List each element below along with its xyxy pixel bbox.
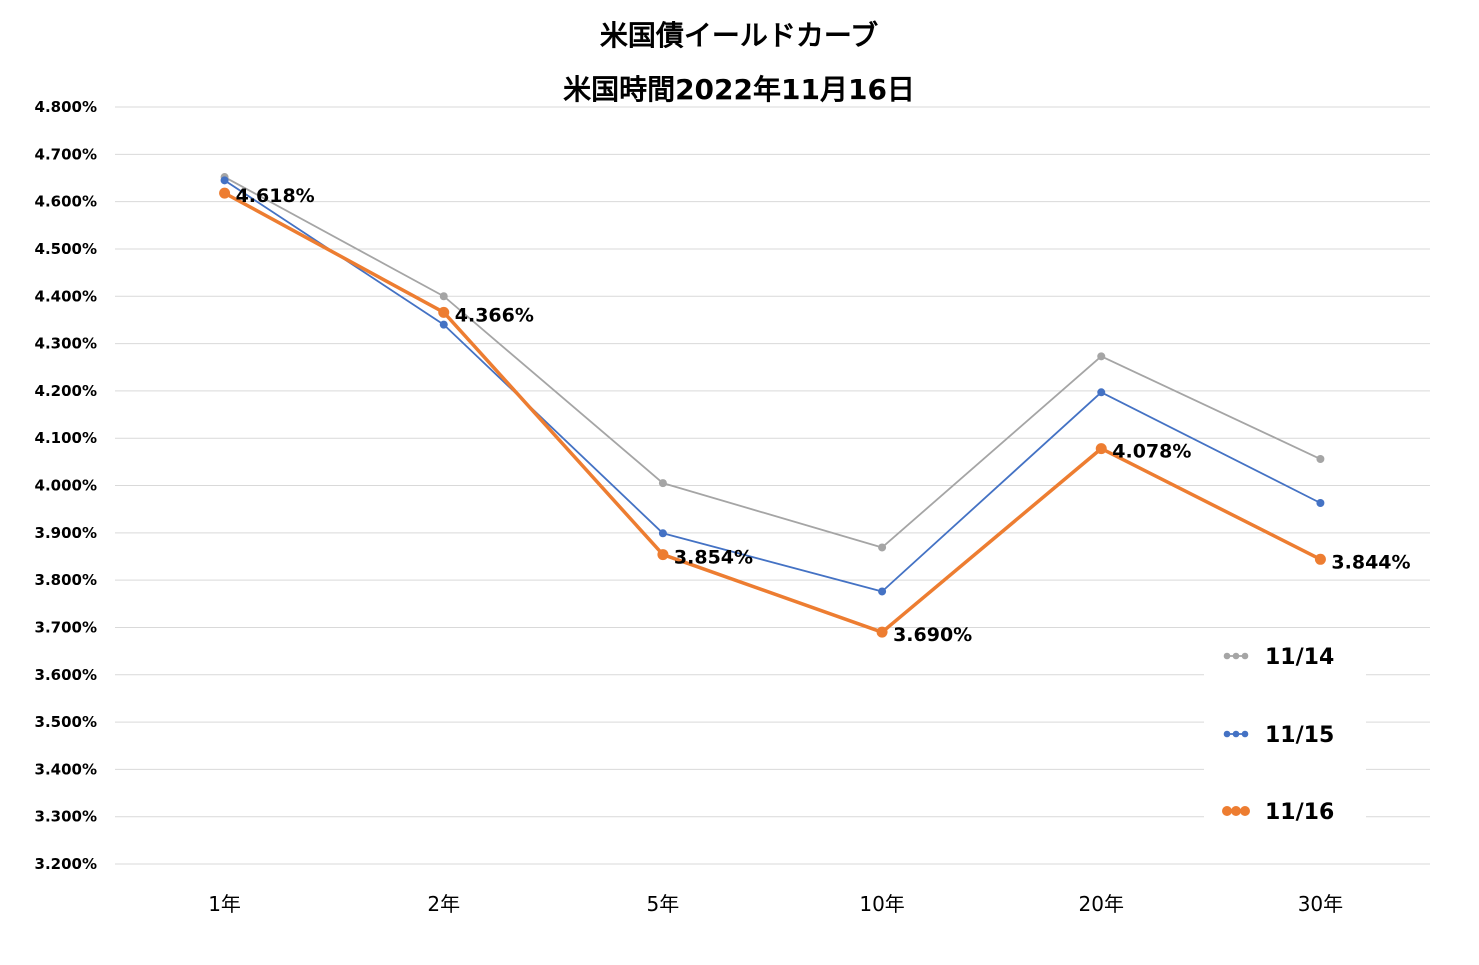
legend-marker-icon [1232,652,1240,660]
x-tick-label: 2年 [427,892,460,916]
y-tick-label: 4.200% [35,382,97,400]
x-tick-label: 5年 [647,892,680,916]
y-tick-label: 4.700% [35,145,97,163]
y-tick-label: 3.400% [35,760,97,778]
x-tick-label: 1年 [208,892,241,916]
data-point [878,587,887,596]
x-axis-ticks: 1年 2年 5年 10年 20年 30年 [208,892,1343,916]
legend: 11/14 11/15 11/16 [1204,628,1366,843]
legend-item: 11/15 [1223,723,1334,748]
gridlines [115,106,1430,865]
data-point [219,187,231,199]
chart-subtitle: 米国時間2022年11月16日 [563,73,915,106]
x-tick-label: 30年 [1298,892,1343,916]
data-label: 3.690% [893,624,972,646]
legend-marker-icon [1222,806,1232,816]
x-tick-label: 20年 [1079,892,1124,916]
series-11-15 [220,176,1325,596]
y-tick-label: 4.000% [35,477,97,495]
data-point [878,543,887,552]
data-point [1097,388,1106,397]
y-tick-label: 3.700% [35,618,97,636]
data-point [657,549,669,561]
y-tick-label: 3.300% [35,808,97,826]
data-point [1095,443,1107,455]
legend-item: 11/14 [1223,645,1334,670]
legend-item: 11/16 [1222,800,1334,825]
series-11-16 [219,187,1326,638]
data-point [658,479,667,488]
y-tick-label: 4.100% [35,429,97,447]
data-point [438,306,450,318]
legend-marker-icon [1231,806,1241,816]
legend-marker-icon [1241,730,1249,738]
data-label: 3.854% [674,547,753,569]
y-tick-label: 4.600% [35,193,97,211]
y-tick-label: 3.500% [35,713,97,731]
data-point [1316,499,1325,508]
data-label: 4.366% [455,304,534,326]
series-line [224,176,1321,549]
y-tick-label: 4.400% [35,287,97,305]
data-point [1316,455,1325,464]
series-lines [219,173,1326,638]
y-tick-label: 4.800% [35,98,97,116]
series-line [223,191,1322,634]
data-point [439,292,448,301]
data-point [658,529,667,538]
data-label: 4.078% [1112,441,1191,463]
y-tick-label: 3.900% [35,524,97,542]
y-tick-label: 3.800% [35,571,97,589]
data-label: 4.618% [236,185,315,207]
y-tick-label: 3.600% [35,666,97,684]
data-point [439,320,448,329]
series-11-14 [220,173,1325,552]
y-tick-label: 3.200% [35,855,97,873]
data-point [220,176,229,185]
y-tick-label: 4.500% [35,240,97,258]
data-labels: 4.618% 4.366% 3.854% 3.690% 4.078% 3.844% [236,185,1411,646]
legend-marker-icon [1223,652,1231,660]
chart-title: 米国債イールドカーブ [600,19,878,52]
series-line [224,179,1321,593]
data-point [1097,352,1106,361]
data-point [1314,553,1326,565]
legend-label: 11/14 [1265,645,1334,670]
legend-marker-icon [1223,730,1231,738]
data-label: 3.844% [1331,551,1410,573]
legend-marker-icon [1232,730,1240,738]
y-tick-label: 4.300% [35,335,97,353]
y-axis-ticks: 3.200% 3.300% 3.400% 3.500% 3.600% 3.700% 3.80… [35,98,97,873]
x-tick-label: 10年 [859,892,904,916]
legend-label: 11/15 [1265,723,1334,748]
legend-label: 11/16 [1265,800,1334,825]
legend-box [1204,628,1366,843]
data-point [876,626,888,638]
legend-marker-icon [1241,652,1249,660]
legend-marker-icon [1240,806,1250,816]
